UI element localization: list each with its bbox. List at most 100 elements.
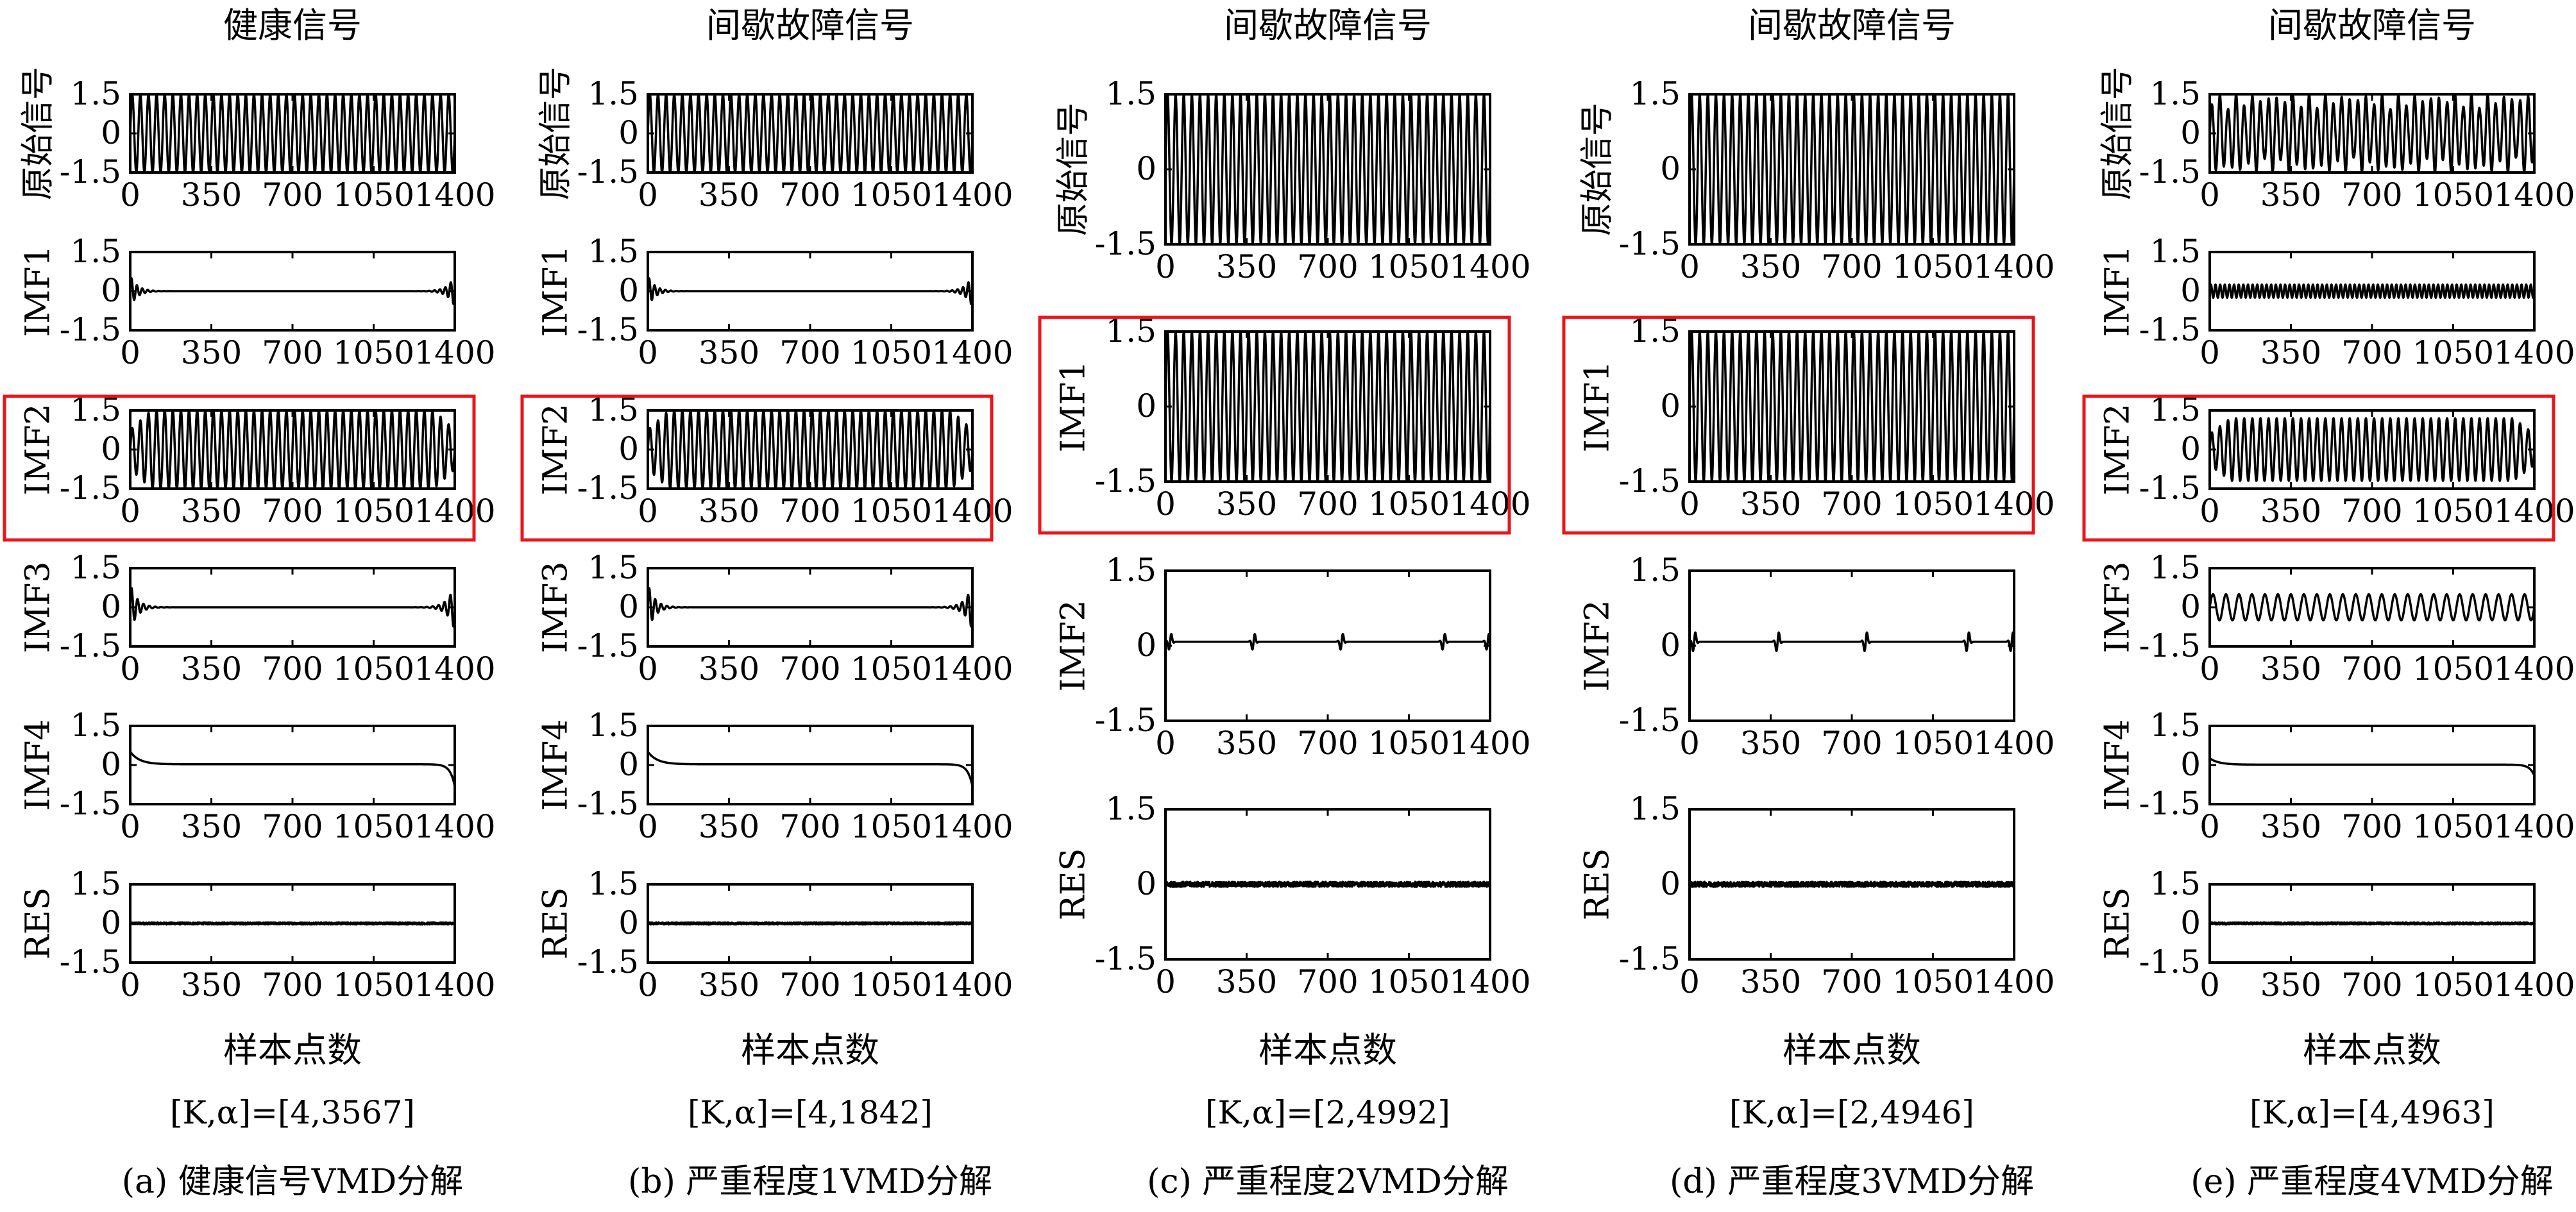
subfigure-caption: (b) 严重程度1VMD分解 — [628, 1163, 992, 1201]
x-tick-label: 1050 — [2412, 808, 2494, 845]
x-tick-label: 1050 — [1892, 725, 1974, 762]
decomposition-params: [K,α]=[2,4946] — [1729, 1094, 1974, 1131]
decomposition-params: [K,α]=[2,4992] — [1205, 1094, 1450, 1131]
x-tick-label: 0 — [1155, 485, 1176, 523]
x-tick-label: 700 — [262, 176, 323, 214]
y-tick-label: 1.5 — [2149, 75, 2201, 112]
x-tick-label: 700 — [262, 808, 323, 845]
x-tick-label: 350 — [1216, 725, 1277, 762]
signal-trace — [1164, 93, 1491, 246]
x-tick-label: 1400 — [2493, 334, 2575, 371]
y-axis-label: IMF2 — [1055, 600, 1093, 692]
x-tick-label: 700 — [262, 492, 323, 530]
x-tick-label: 0 — [1679, 725, 1700, 762]
x-tick-label: 1050 — [333, 966, 414, 1004]
decomposition-params: [K,α]=[4,1842] — [688, 1094, 933, 1131]
subfigure-caption: (c) 严重程度2VMD分解 — [1147, 1163, 1509, 1201]
y-axis-label: IMF3 — [537, 562, 575, 653]
y-tick-label: -1.5 — [577, 627, 639, 664]
y-tick-label: -1.5 — [60, 469, 121, 507]
y-tick-label: 1.5 — [70, 75, 121, 112]
y-tick-label: 0 — [101, 430, 121, 467]
y-tick-label: 0 — [618, 272, 639, 309]
x-tick-label: 1400 — [931, 966, 1013, 1004]
x-axis-label: 样本点数 — [1258, 1030, 1397, 1070]
x-tick-label: 700 — [2341, 176, 2402, 214]
x-tick-label: 1400 — [414, 334, 495, 371]
x-tick-label: 700 — [779, 492, 840, 530]
x-tick-label: 1400 — [931, 650, 1013, 687]
y-tick-label: -1.5 — [1619, 462, 1681, 500]
signal-trace — [1688, 330, 2015, 483]
x-tick-label: 1050 — [851, 650, 932, 687]
column-title: 间歇故障信号 — [2268, 5, 2476, 46]
y-tick-label: -1.5 — [2139, 153, 2201, 190]
x-tick-label: 0 — [1679, 485, 1700, 523]
x-tick-label: 0 — [120, 492, 140, 530]
x-tick-label: 1400 — [2493, 650, 2575, 687]
subfigure-caption: (a) 健康信号VMD分解 — [122, 1163, 464, 1201]
y-axis-label: IMF1 — [2099, 246, 2137, 337]
x-tick-label: 1400 — [931, 176, 1013, 214]
x-tick-label: 1400 — [2493, 176, 2575, 214]
x-tick-label: 700 — [1297, 485, 1358, 523]
y-tick-label: -1.5 — [577, 943, 639, 981]
y-axis-label: RES — [537, 888, 575, 960]
x-tick-label: 700 — [1821, 963, 1882, 1000]
y-axis-label: IMF1 — [19, 246, 58, 337]
signal-trace — [129, 277, 456, 305]
signal-trace — [2208, 921, 2536, 926]
y-tick-label: -1.5 — [1095, 225, 1157, 262]
x-tick-label: 0 — [2199, 650, 2220, 687]
signal-trace — [2208, 283, 2536, 299]
y-tick-label: 0 — [1136, 387, 1157, 425]
x-tick-label: 700 — [1821, 725, 1882, 762]
x-tick-label: 1400 — [2493, 808, 2575, 845]
y-tick-label: 1.5 — [70, 549, 121, 586]
x-tick-label: 0 — [1155, 963, 1176, 1000]
x-tick-label: 350 — [2260, 492, 2321, 530]
x-tick-label: 350 — [1740, 963, 1801, 1000]
y-axis-label: RES — [19, 888, 58, 960]
signal-trace — [1164, 880, 1491, 888]
signal-trace — [647, 587, 974, 628]
x-tick-label: 350 — [181, 966, 242, 1004]
highlight-box — [3, 394, 476, 542]
y-tick-label: 0 — [1136, 150, 1157, 187]
x-tick-label: 350 — [181, 176, 242, 214]
y-tick-label: 0 — [1660, 150, 1681, 187]
y-tick-label: 0 — [2180, 114, 2201, 151]
x-tick-label: 1400 — [1449, 248, 1530, 285]
y-tick-label: 1.5 — [1629, 551, 1681, 589]
x-tick-label: 1050 — [2412, 176, 2494, 214]
y-tick-label: 0 — [101, 114, 121, 151]
signal-trace — [1164, 632, 1491, 651]
y-axis-label: IMF1 — [537, 246, 575, 337]
x-tick-label: 1050 — [2412, 650, 2494, 687]
y-axis-label: 原始信号 — [2099, 67, 2137, 200]
y-tick-label: 0 — [1660, 627, 1681, 664]
y-tick-label: -1.5 — [577, 311, 639, 348]
x-tick-label: 1050 — [1892, 248, 1974, 285]
x-tick-label: 0 — [1155, 725, 1176, 762]
x-tick-label: 350 — [1216, 248, 1277, 285]
x-tick-label: 700 — [779, 176, 840, 214]
x-tick-label: 350 — [1740, 248, 1801, 285]
x-tick-label: 0 — [2199, 808, 2220, 845]
x-tick-label: 1050 — [2412, 492, 2494, 530]
x-tick-label: 700 — [262, 334, 323, 371]
